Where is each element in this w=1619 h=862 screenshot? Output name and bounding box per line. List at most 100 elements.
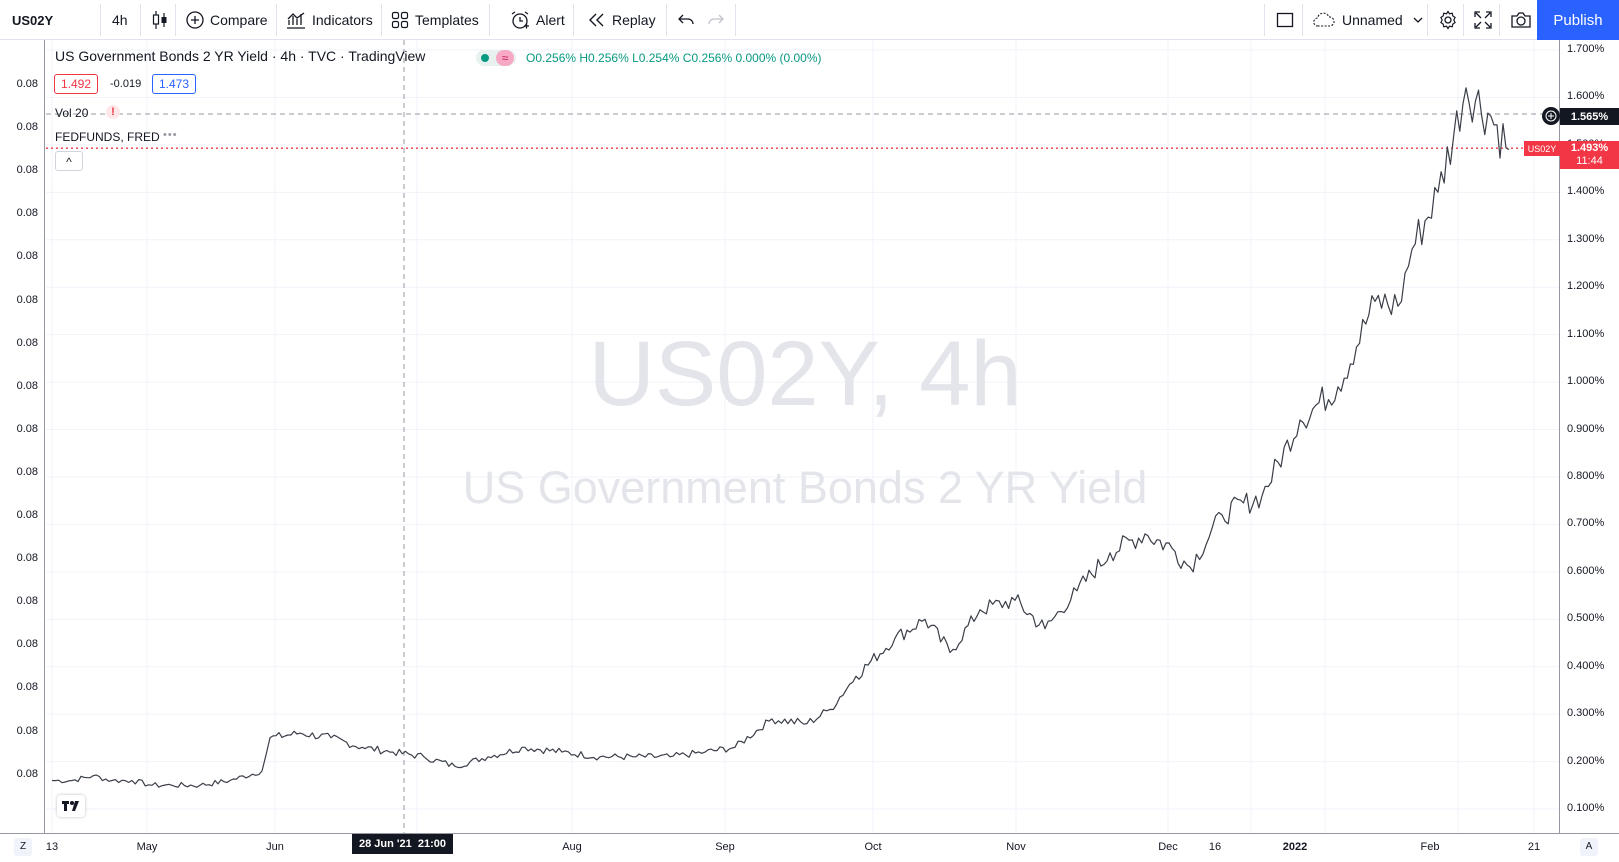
left-scale-tick: 0.08 [16,336,38,349]
layout-name-dropdown[interactable]: Unnamed [1304,0,1426,40]
symbol-label: US02Y [12,12,54,28]
left-scale-tick: 0.08 [16,595,38,608]
cloud-icon [1312,12,1336,28]
layout-button[interactable] [1268,0,1298,40]
tradingview-logo-icon[interactable] [57,795,85,817]
rewind-icon [588,13,606,27]
fullscreen-button[interactable] [1466,0,1496,40]
time-axis-tick: 21 [1527,841,1541,853]
volume-legend[interactable]: Vol 20 [55,106,89,120]
alert-button[interactable]: Alert [502,0,568,40]
fedfunds-legend[interactable]: FEDFUNDS, FRED [55,130,160,144]
time-axis-tick: Jun [266,841,284,853]
left-scale-tick: 0.08 [16,552,38,565]
left-scale-tick: 0.08 [16,724,38,737]
price-series-line [51,87,1510,788]
right-scale-tick: 0.900% [1567,422,1605,435]
right-scale-tick: 1.700% [1567,43,1605,55]
left-scale-tick: 0.08 [16,465,38,478]
square-icon [1276,11,1294,29]
right-scale-tick: 1.100% [1567,327,1605,340]
price-chart-area[interactable]: US02Y, 4h US Government Bonds 2 YR Yield [0,40,1619,861]
time-axis-tick: 16 [1208,841,1222,853]
sell-button[interactable]: 1.492 [54,74,99,94]
last-price-value: 1.493% [1570,142,1609,154]
right-scale-tick: 1.400% [1567,185,1605,198]
toolbar-divider [666,4,667,36]
toolbar-divider [1427,4,1428,36]
spread-value: -0.019 [110,78,142,90]
right-scale-tick: 1.600% [1567,90,1605,103]
left-scale-tick: 0.08 [16,767,38,780]
ohlc-values: O0.256% H0.256% L0.254% C0.256% 0.000% (… [526,51,822,65]
time-axis-tick: 2022 [1282,841,1308,853]
time-axis-tick: Oct [864,841,882,853]
time-axis[interactable]: 13 May Jun Aug Sep Oct Nov Dec 16 2022 Feb 21 [0,833,1619,862]
toolbar-divider [1463,4,1464,36]
crosshair-time-label: 28 Jun '21 21:00 [352,834,453,854]
market-status[interactable]: ≈ [476,50,516,66]
candles-icon [151,10,169,30]
more-options-icon[interactable]: ••• [163,129,178,141]
left-scale-tick: 0.08 [16,379,38,392]
left-scale-tick: 0.08 [16,293,38,306]
collapse-legend-button[interactable]: ^ [55,151,83,171]
last-price-label: 1.493% 11:44 [1560,141,1619,169]
left-scale-tick: 0.08 [16,422,38,435]
right-scale-tick: 0.400% [1567,659,1605,672]
top-toolbar: US02Y 4h Compare Indicators Templates Al… [0,0,1619,40]
fullscreen-icon [1474,11,1492,29]
interval-button[interactable]: 4h [104,0,138,40]
replay-button[interactable]: Replay [580,0,664,40]
left-scale-tick: 0.08 [16,250,38,263]
right-scale-tick: 1.000% [1567,375,1605,388]
add-plus-icon[interactable] [1542,107,1560,125]
indicators-button[interactable]: Indicators [278,0,380,40]
indicators-icon [286,11,306,29]
left-scale-tick: 0.08 [16,121,38,134]
time-axis-tick: Sep [715,841,735,853]
camera-icon [1510,11,1532,29]
snapshot-button[interactable] [1502,0,1534,40]
undo-button[interactable] [670,0,700,40]
symbol-search-button[interactable]: US02Y [4,0,100,40]
templates-icon [391,11,409,29]
indicators-label: Indicators [312,12,373,28]
toolbar-divider [489,4,490,36]
toolbar-divider [276,4,277,36]
left-price-scale[interactable]: 0.08 0.08 0.08 0.08 0.08 0.08 0.08 0.08 0.08 0.08… [0,40,45,833]
toolbar-divider [175,4,176,36]
time-axis-tick: Dec [1158,841,1178,853]
right-scale-tick: 0.800% [1567,469,1605,482]
compare-label: Compare [210,12,268,28]
toolbar-divider [100,4,101,36]
crosshair-price-label: 1.565% [1560,108,1619,125]
chart-type-button[interactable] [143,0,173,40]
replay-label: Replay [612,12,656,28]
templates-label: Templates [415,12,479,28]
left-scale-tick: 0.08 [16,638,38,651]
right-scale-tick: 0.700% [1567,517,1605,530]
right-scale-tick: 0.600% [1567,564,1605,577]
buy-button[interactable]: 1.473 [152,74,197,94]
watermark-description: US Government Bonds 2 YR Yield [463,462,1148,513]
publish-button[interactable]: Publish [1537,0,1619,40]
redo-button[interactable] [700,0,730,40]
left-scale-tick: 0.08 [16,164,38,177]
warning-icon[interactable]: ! [106,105,120,119]
templates-button[interactable]: Templates [383,0,487,40]
compare-button[interactable]: Compare [178,0,274,40]
toolbar-divider [1302,4,1303,36]
gear-icon [1438,10,1458,30]
time-axis-tick: Aug [562,841,582,853]
left-scale-tick: 0.08 [16,78,38,90]
auto-scale-button[interactable]: A [1580,838,1598,856]
right-scale-tick: 0.200% [1567,754,1605,767]
settings-button[interactable] [1430,0,1460,40]
right-scale-tick: 1.200% [1567,280,1605,293]
right-scale-tick: 1.300% [1567,232,1605,245]
delayed-data-icon: ≈ [496,50,514,66]
time-zone-button[interactable]: Z [14,838,32,856]
series-title[interactable]: US Government Bonds 2 YR Yield · 4h · TV… [55,48,426,64]
toolbar-divider [1264,4,1265,36]
